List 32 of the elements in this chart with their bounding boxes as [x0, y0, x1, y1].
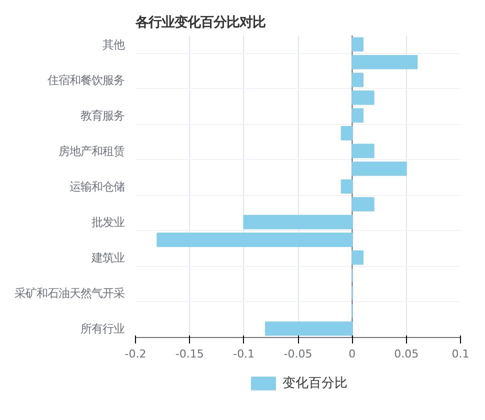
bar: [352, 54, 418, 70]
bar: [265, 321, 353, 336]
bar: [352, 72, 364, 88]
bar: [352, 144, 374, 158]
x-tick-label: -0.05: [284, 348, 312, 360]
y-tick-label: 房地产和租赁: [58, 144, 124, 158]
bar: [352, 162, 407, 176]
legend-label: 变化百分比: [282, 374, 348, 392]
y-tick-label: 其他: [102, 37, 124, 52]
x-tick-label: 0: [348, 348, 356, 360]
y-tick-label: 采矿和石油天然气开采: [14, 286, 124, 300]
x-tick-label: -0.15: [175, 348, 204, 360]
y-tick-label: 运输和仓储: [70, 180, 124, 194]
bar: [340, 179, 353, 194]
x-tick-label: -0.1: [233, 348, 255, 360]
bar: [352, 197, 374, 212]
x-tick-label: -0.2: [124, 348, 146, 360]
x-tick-label: 0.05: [394, 348, 419, 360]
bar: [352, 108, 364, 123]
x-tick-label: 0.1: [452, 348, 470, 360]
y-tick-label: 住宿和餐饮服务: [48, 72, 124, 87]
bar: [352, 250, 364, 265]
bar: [352, 90, 374, 105]
bar: [243, 214, 353, 230]
chart-title: 各行业变化百分比对比: [134, 14, 266, 30]
bar: [340, 126, 353, 140]
bar: [352, 37, 364, 52]
bar: [156, 232, 353, 247]
y-tick-label: 批发业: [92, 215, 124, 230]
y-tick-label: 建筑业: [90, 250, 124, 265]
y-tick-label: 所有行业: [80, 322, 124, 336]
y-tick-label: 教育服务: [80, 108, 124, 122]
